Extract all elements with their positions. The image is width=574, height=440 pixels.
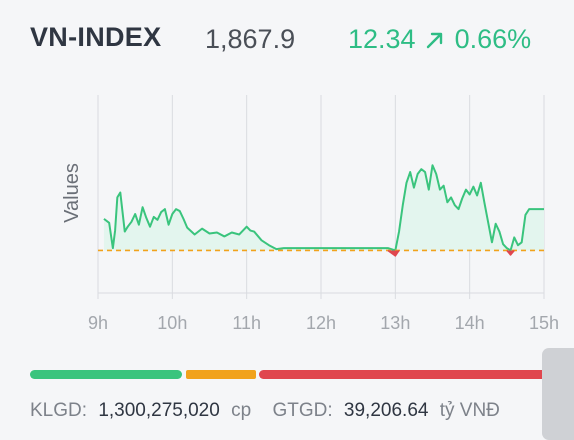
trading-stats: KLGD: 1,300,275,020 cp GTGD: 39,206.64 t…	[30, 400, 564, 422]
advancing-segment	[30, 370, 182, 379]
price-line	[103, 164, 544, 252]
gtgd-label: GTGD:	[272, 400, 333, 421]
index-name: VN-INDEX	[30, 22, 162, 52]
gtgd-value: 39,206.64	[343, 400, 429, 421]
gtgd-unit: tỷ VNĐ	[439, 400, 500, 421]
side-scroll-handle[interactable]	[542, 348, 574, 440]
klgd-label: KLGD:	[30, 400, 88, 421]
price-line-down-segments	[387, 249, 515, 257]
klgd-unit: cp	[231, 400, 252, 421]
klgd-value: 1,300,275,020	[98, 400, 220, 421]
price-dip-below-reference	[387, 249, 400, 257]
x-tick-label: 13h	[380, 313, 410, 333]
change-percent: 0.66%	[454, 24, 532, 54]
arrow-up-right-icon	[426, 32, 443, 49]
x-tick-label: 9h	[88, 313, 108, 333]
price-line-up-segment	[103, 164, 544, 252]
x-tick-label: 12h	[306, 313, 336, 333]
index-header: VN-INDEX 1,867.9 12.34 0.66%	[30, 18, 554, 62]
x-tick-label: 11h	[232, 313, 261, 333]
index-change: 12.34 0.66%	[348, 24, 531, 55]
intraday-chart: 9h 10h 11h 12h 13h 14h 15h Values	[61, 95, 559, 333]
price-area-fill	[103, 165, 545, 251]
change-points: 12.34	[348, 24, 416, 54]
y-axis-label: Values	[61, 163, 83, 223]
x-tick-label: 14h	[455, 313, 485, 333]
market-breadth-bar	[30, 370, 564, 379]
unchanged-segment	[186, 370, 256, 379]
x-axis-ticks: 9h 10h 11h 12h 13h 14h 15h	[88, 293, 559, 333]
price-dip-below-reference	[506, 249, 515, 256]
x-tick-label: 10h	[157, 313, 187, 333]
declining-segment	[259, 370, 564, 379]
index-value: 1,867.9	[205, 24, 296, 54]
x-tick-label: 15h	[529, 313, 559, 333]
